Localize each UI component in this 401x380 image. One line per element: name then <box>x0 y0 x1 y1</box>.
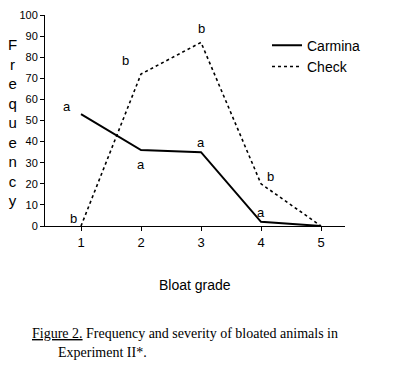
svg-text:1: 1 <box>77 235 84 250</box>
svg-text:70: 70 <box>26 72 38 84</box>
svg-text:3: 3 <box>197 235 204 250</box>
svg-text:40: 40 <box>26 135 38 147</box>
svg-text:Carmina: Carmina <box>307 38 360 54</box>
svg-text:60: 60 <box>26 93 38 105</box>
svg-text:b: b <box>267 169 274 184</box>
svg-text:50: 50 <box>26 114 38 126</box>
svg-text:b: b <box>122 53 129 68</box>
svg-text:a: a <box>63 99 71 114</box>
svg-text:5: 5 <box>317 235 324 250</box>
svg-text:100: 100 <box>19 9 37 21</box>
svg-text:20: 20 <box>26 178 38 190</box>
svg-text:4: 4 <box>257 235 264 250</box>
svg-text:Bloat grade: Bloat grade <box>159 277 231 293</box>
svg-text:a: a <box>137 157 145 172</box>
svg-text:30: 30 <box>26 157 38 169</box>
svg-text:90: 90 <box>26 30 38 42</box>
svg-text:10: 10 <box>26 199 38 211</box>
svg-text:Figure 2. Frequency and severi: Figure 2. Frequency and severity of bloa… <box>32 326 338 341</box>
svg-text:b: b <box>70 211 77 226</box>
svg-text:Frequency: Frequency <box>8 36 17 209</box>
svg-text:2: 2 <box>137 235 144 250</box>
svg-text:0: 0 <box>32 220 38 232</box>
svg-text:a: a <box>257 205 265 220</box>
svg-text:b: b <box>198 21 205 36</box>
svg-text:Experiment II*.: Experiment II*. <box>58 345 147 360</box>
svg-text:80: 80 <box>26 51 38 63</box>
svg-text:a: a <box>197 135 205 150</box>
svg-text:Check: Check <box>307 59 348 75</box>
